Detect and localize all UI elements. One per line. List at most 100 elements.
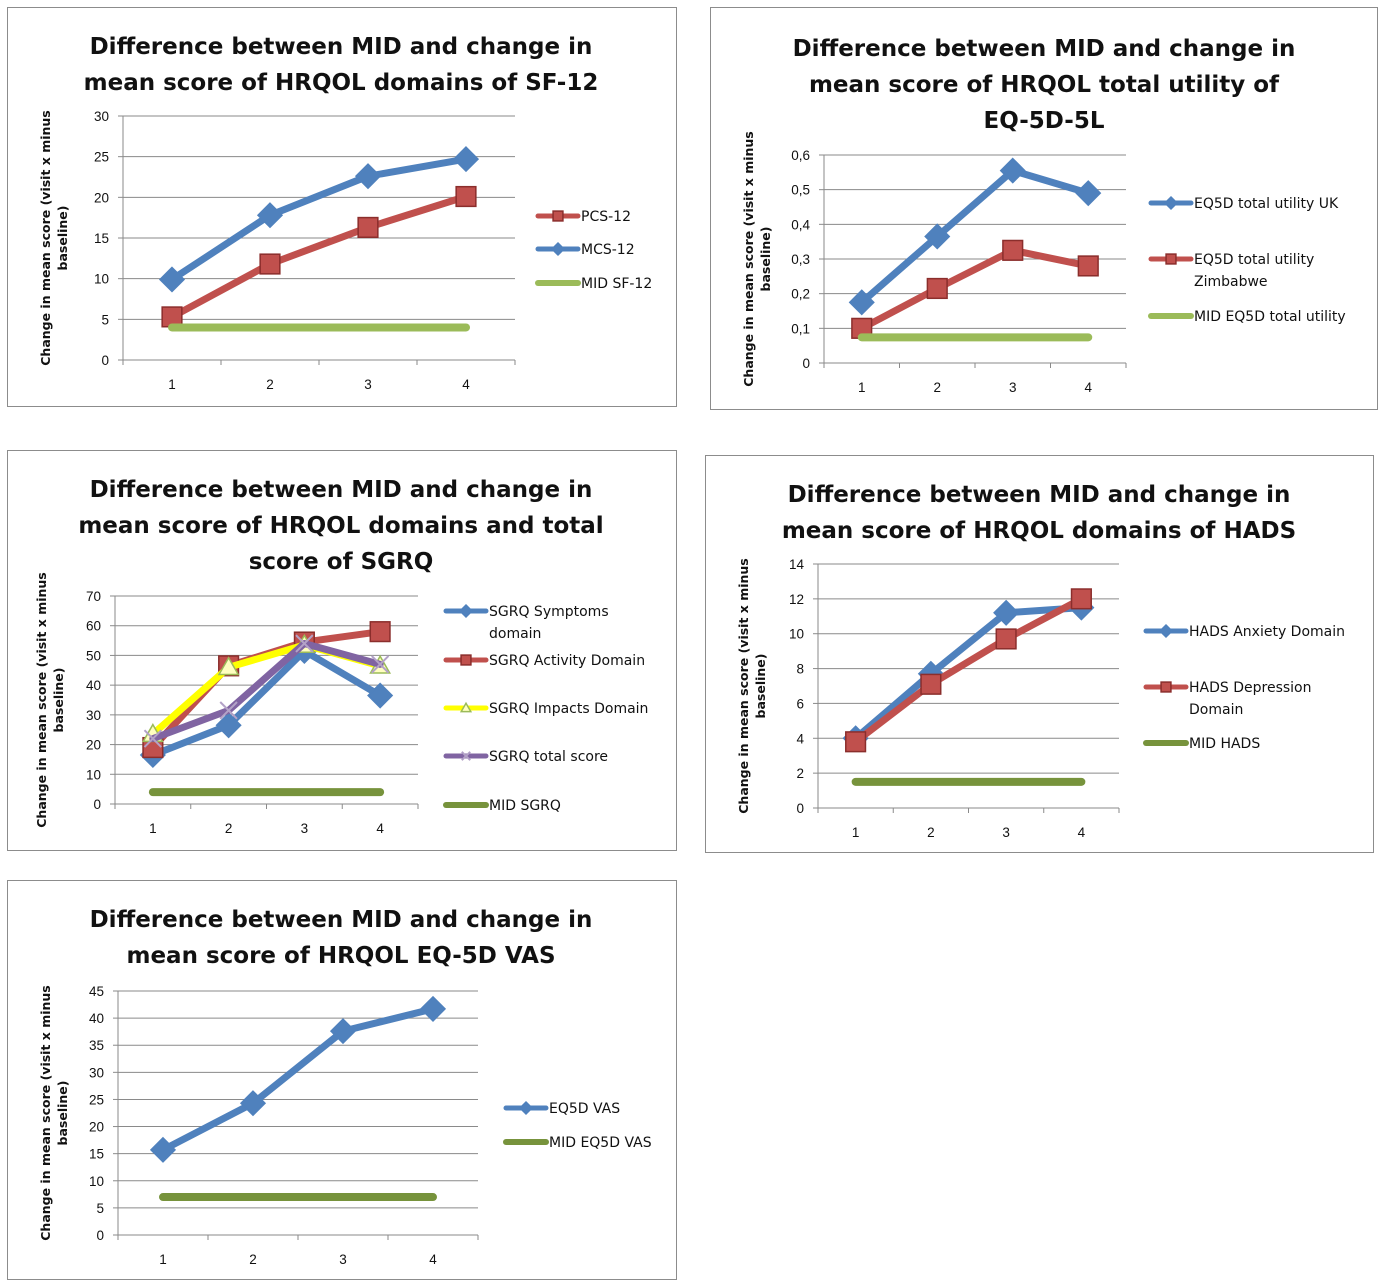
x-tick-label: 2	[266, 377, 274, 392]
y-tick-label: 0	[93, 797, 101, 812]
data-point	[995, 628, 1017, 650]
series-line	[168, 155, 470, 283]
legend-label-line: EQ5D total utility	[1194, 252, 1314, 268]
chart-title-line: mean score of HRQOL EQ-5D VAS	[126, 943, 555, 969]
y-axis-label: Change in mean score (visit x minus basel…	[741, 131, 773, 387]
chart-title: Difference between MID and change in mean…	[793, 36, 1296, 134]
data-point	[217, 656, 240, 676]
x-tick-label: 4	[429, 1252, 437, 1267]
legend-label: MID EQ5D total utility	[1194, 309, 1346, 325]
data-point	[999, 157, 1026, 184]
data-point	[1075, 180, 1102, 207]
data-point	[239, 1090, 267, 1117]
y-tick-label: 5	[101, 312, 109, 327]
data-point	[924, 223, 951, 250]
chart-title-line: Difference between MID and change in	[90, 34, 593, 60]
y-tick-label: 0	[101, 353, 109, 368]
x-tick-label: 2	[927, 825, 935, 840]
y-tick-label: 10	[86, 767, 101, 782]
data-point	[149, 1136, 177, 1163]
y-tick-label: 0,6	[791, 148, 810, 163]
chart-panel-eq5d-vas: Difference between MID and change in mean…	[7, 880, 677, 1280]
legend-swatch-marker	[461, 751, 471, 761]
y-tick-label: 8	[796, 662, 804, 677]
y-axis-label-line: baseline)	[758, 227, 773, 292]
legend-label-line: MID EQ5D VAS	[549, 1135, 652, 1151]
legend-swatch-marker	[518, 1100, 534, 1116]
legend-label-line: EQ5D VAS	[549, 1101, 620, 1117]
data-point	[926, 277, 948, 300]
legend-label-line: Zimbabwe	[1194, 274, 1268, 290]
legend-swatch-marker	[459, 701, 473, 713]
legend-label: EQ5D VAS	[549, 1101, 620, 1117]
y-tick-label: 2	[796, 766, 804, 781]
legend-label-line: SGRQ Impacts Domain	[489, 701, 648, 717]
data-point	[259, 253, 281, 275]
y-tick-label: 50	[86, 648, 101, 663]
chart-title-line: Difference between MID and change in	[90, 907, 593, 933]
y-tick-label: 0,5	[791, 183, 810, 198]
y-tick-label: 14	[789, 557, 805, 572]
legend-label-line: Domain	[1189, 702, 1243, 718]
data-point	[143, 729, 162, 748]
legend-label-line: MID SGRQ	[489, 798, 561, 814]
x-tick-label: 4	[376, 821, 384, 836]
y-tick-label: 0,4	[791, 217, 810, 232]
y-tick-label: 0	[796, 801, 804, 816]
legend-label-line: SGRQ Symptoms	[489, 604, 609, 620]
y-tick-label: 0,2	[791, 287, 810, 302]
y-axis-label-line: baseline)	[55, 206, 70, 271]
chart-eq5d-vas: Difference between MID and change in mean…	[38, 907, 652, 1267]
legend-label-line: MID HADS	[1189, 736, 1260, 752]
chart-sgrq: Difference between MID and change in mean…	[34, 477, 648, 836]
x-tick-label: 3	[364, 377, 372, 392]
series-line	[159, 1005, 437, 1154]
data-point	[419, 995, 447, 1022]
data-point	[357, 216, 379, 239]
y-tick-label: 35	[89, 1038, 104, 1053]
chart-hads: Difference between MID and change in mean…	[736, 482, 1345, 840]
data-point	[369, 621, 391, 643]
y-tick-label: 10	[89, 1174, 104, 1189]
legend-label: MID SF-12	[581, 276, 652, 292]
chart-title: Difference between MID and change in mean…	[84, 34, 599, 96]
y-tick-label: 40	[86, 678, 101, 693]
data-point	[452, 146, 480, 173]
y-tick-label: 4	[796, 731, 804, 746]
chart-title: Difference between MID and change in mean…	[90, 907, 593, 969]
legend-label: SGRQ Symptoms domain	[489, 604, 609, 642]
legend-label: MID SGRQ	[489, 798, 561, 814]
legend-label-line: HADS Anxiety Domain	[1189, 624, 1345, 640]
chart-title-line: mean score of HRQOL total utility of	[809, 72, 1280, 98]
chart-panel-eq5d-utility: Difference between MID and change in mean…	[710, 7, 1378, 410]
y-axis-label-line: Change in mean score (visit x minus	[34, 572, 49, 828]
y-axis-label: Change in mean score (visit x minus basel…	[34, 572, 66, 828]
chart-title-line: mean score of HRQOL domains and total	[78, 513, 603, 539]
y-tick-label: 25	[89, 1092, 104, 1107]
x-tick-label: 2	[249, 1252, 257, 1267]
chart-title-line: Difference between MID and change in	[90, 477, 593, 503]
chart-title-line: EQ-5D-5L	[984, 108, 1105, 134]
y-tick-label: 0	[96, 1228, 104, 1243]
y-axis-label-line: Change in mean score (visit x minus	[736, 558, 751, 814]
data-point	[455, 185, 477, 208]
y-tick-label: 25	[94, 150, 109, 165]
legend-swatch-marker	[458, 603, 474, 619]
y-tick-label: 20	[86, 738, 101, 753]
data-point	[920, 673, 942, 695]
legend-label: SGRQ total score	[489, 749, 608, 765]
y-tick-label: 12	[789, 592, 804, 607]
y-axis-label-line: baseline)	[55, 1081, 70, 1146]
legend-label-line: HADS Depression	[1189, 680, 1311, 696]
legend-swatch-marker	[1160, 681, 1172, 693]
y-tick-label: 60	[86, 619, 101, 634]
legend-swatch-marker	[1163, 195, 1179, 211]
legend-label-line: SGRQ Activity Domain	[489, 653, 645, 669]
data-point	[329, 1018, 357, 1045]
data-point	[158, 266, 186, 293]
data-point	[295, 634, 314, 653]
data-point	[845, 731, 867, 753]
legend-label: PCS-12	[581, 209, 631, 225]
data-point	[256, 202, 284, 229]
x-tick-label: 2	[225, 821, 233, 836]
